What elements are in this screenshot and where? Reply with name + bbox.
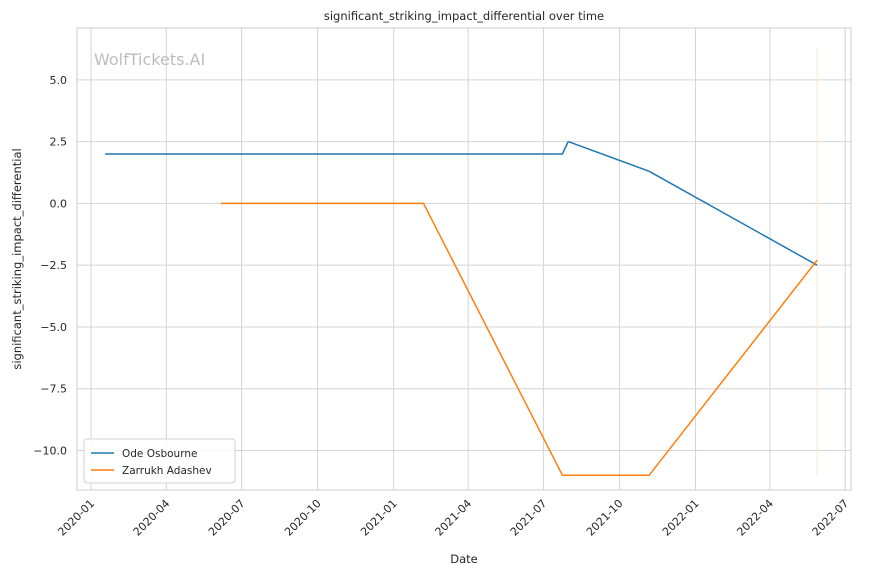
legend-label: Zarrukh Adashev [122,465,212,477]
legend-frame [83,438,236,484]
series-lines [105,47,818,476]
series-line [220,202,818,476]
legend-label: Ode Osbourne [122,448,197,460]
watermark: WolfTickets.AI [94,50,205,69]
y-tick-label: 5.0 [50,74,68,87]
y-tick-label: −10.0 [33,444,67,457]
y-tick-label: −2.5 [40,259,67,272]
y-tick-labels: 5.0 2.5 0.0 −2.5 −5.0 −7.5 −10.0 [33,74,67,458]
grid-lines [77,28,851,490]
x-axis-label: Date [450,552,478,566]
y-tick-label: 2.5 [50,136,68,149]
series-line [105,140,818,266]
chart-title: significant_striking_impact_differential… [324,9,604,23]
y-tick-label: −7.5 [40,383,67,396]
y-axis-label: significant_striking_impact_differential [10,148,24,369]
y-tick-label: 0.0 [50,197,68,210]
y-tick-label: −5.0 [40,321,67,334]
plot-frame [76,27,852,491]
legend: Ode Osbourne Zarrukh Adashev [83,438,236,484]
